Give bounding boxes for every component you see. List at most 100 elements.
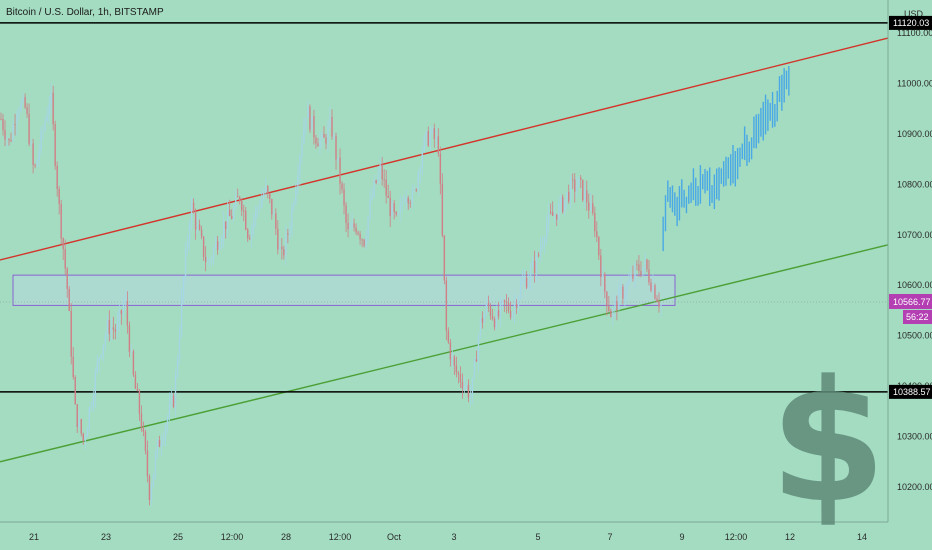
candle	[584, 182, 586, 208]
candle-body	[18, 110, 20, 114]
candle	[108, 310, 111, 342]
candle-body	[84, 437, 86, 441]
candle	[68, 285, 70, 312]
candle-body	[176, 358, 179, 376]
candle	[90, 401, 92, 412]
candle	[94, 368, 96, 409]
candle	[321, 130, 323, 150]
price-axis-panel[interactable]	[888, 0, 932, 522]
candle	[614, 294, 616, 320]
candle-body	[507, 303, 510, 312]
candle-body	[367, 216, 369, 237]
candle-body	[586, 190, 588, 203]
candle-body	[411, 189, 413, 204]
candle-body	[194, 212, 197, 230]
candle-body	[164, 426, 167, 439]
candle-body	[489, 305, 492, 316]
candle-body	[505, 302, 508, 304]
price-axis-label: USD	[904, 9, 924, 19]
price-tick-label: 10700.00	[897, 230, 932, 240]
candle	[505, 294, 508, 314]
candle-body	[56, 165, 58, 190]
candle-body	[618, 287, 620, 311]
candle-body	[551, 212, 554, 216]
candle	[178, 324, 181, 366]
candle	[357, 230, 359, 236]
candle-body	[108, 320, 111, 334]
candle-body	[80, 419, 82, 434]
level-price-tag: 10388.57	[889, 384, 932, 399]
candle-body	[287, 233, 289, 235]
candle	[257, 204, 259, 218]
candle-body	[415, 189, 417, 191]
candle-body	[305, 118, 307, 127]
candle	[72, 346, 74, 380]
candle	[297, 164, 299, 195]
candle	[461, 373, 464, 399]
candle	[124, 292, 127, 310]
candle	[451, 348, 454, 368]
candle	[66, 267, 68, 298]
candle	[283, 245, 285, 260]
candle	[363, 238, 365, 248]
candle-body	[245, 210, 247, 230]
candle	[547, 202, 550, 234]
candle-body	[576, 186, 578, 192]
time-tick-label: 12	[785, 532, 795, 542]
candle	[355, 223, 357, 236]
candle-body	[431, 128, 434, 133]
candle-body	[523, 277, 526, 281]
candle	[413, 185, 415, 194]
candle-body	[152, 473, 155, 487]
candle-body	[598, 236, 600, 256]
candle-body	[60, 203, 62, 239]
price-tick-label: 10900.00	[897, 129, 932, 139]
candle	[519, 276, 522, 300]
candle-body	[355, 227, 357, 233]
candle	[212, 245, 215, 265]
candle-body	[381, 164, 383, 180]
candle-body	[511, 313, 514, 318]
candle-body	[333, 136, 335, 138]
candle	[403, 193, 405, 205]
candle	[259, 200, 261, 213]
candle-body	[501, 300, 504, 303]
candle	[138, 388, 141, 421]
candle	[319, 131, 321, 155]
candle	[176, 354, 179, 379]
candle-body	[309, 106, 311, 130]
candle	[96, 354, 98, 375]
candle-body	[186, 240, 189, 250]
candle	[70, 303, 72, 365]
candle-body	[297, 174, 299, 188]
time-tick-label: 25	[173, 532, 183, 542]
candle	[441, 173, 444, 238]
candle	[419, 165, 421, 183]
candle-body	[485, 303, 488, 314]
candle-body	[475, 359, 478, 362]
candle-body	[329, 116, 331, 126]
candle-body	[170, 395, 173, 403]
candle	[325, 134, 327, 150]
candle	[30, 138, 32, 147]
candle	[485, 297, 488, 317]
candle-body	[299, 156, 301, 175]
candle-body	[94, 371, 96, 398]
chart-title: Bitcoin / U.S. Dollar, 1h, BITSTAMP	[6, 7, 164, 18]
candle	[118, 303, 121, 331]
candle-body	[654, 285, 656, 299]
candle-body	[241, 200, 243, 211]
candle	[36, 159, 38, 167]
candle-body	[16, 113, 18, 125]
candle	[337, 157, 339, 164]
candle-body	[584, 190, 586, 201]
candle-body	[469, 395, 472, 398]
candle-body	[477, 335, 480, 362]
candle	[114, 324, 117, 340]
candle-body	[373, 180, 375, 196]
candle-body	[180, 296, 183, 336]
candle	[54, 120, 56, 170]
candle-body	[525, 277, 528, 288]
candle	[345, 201, 347, 232]
